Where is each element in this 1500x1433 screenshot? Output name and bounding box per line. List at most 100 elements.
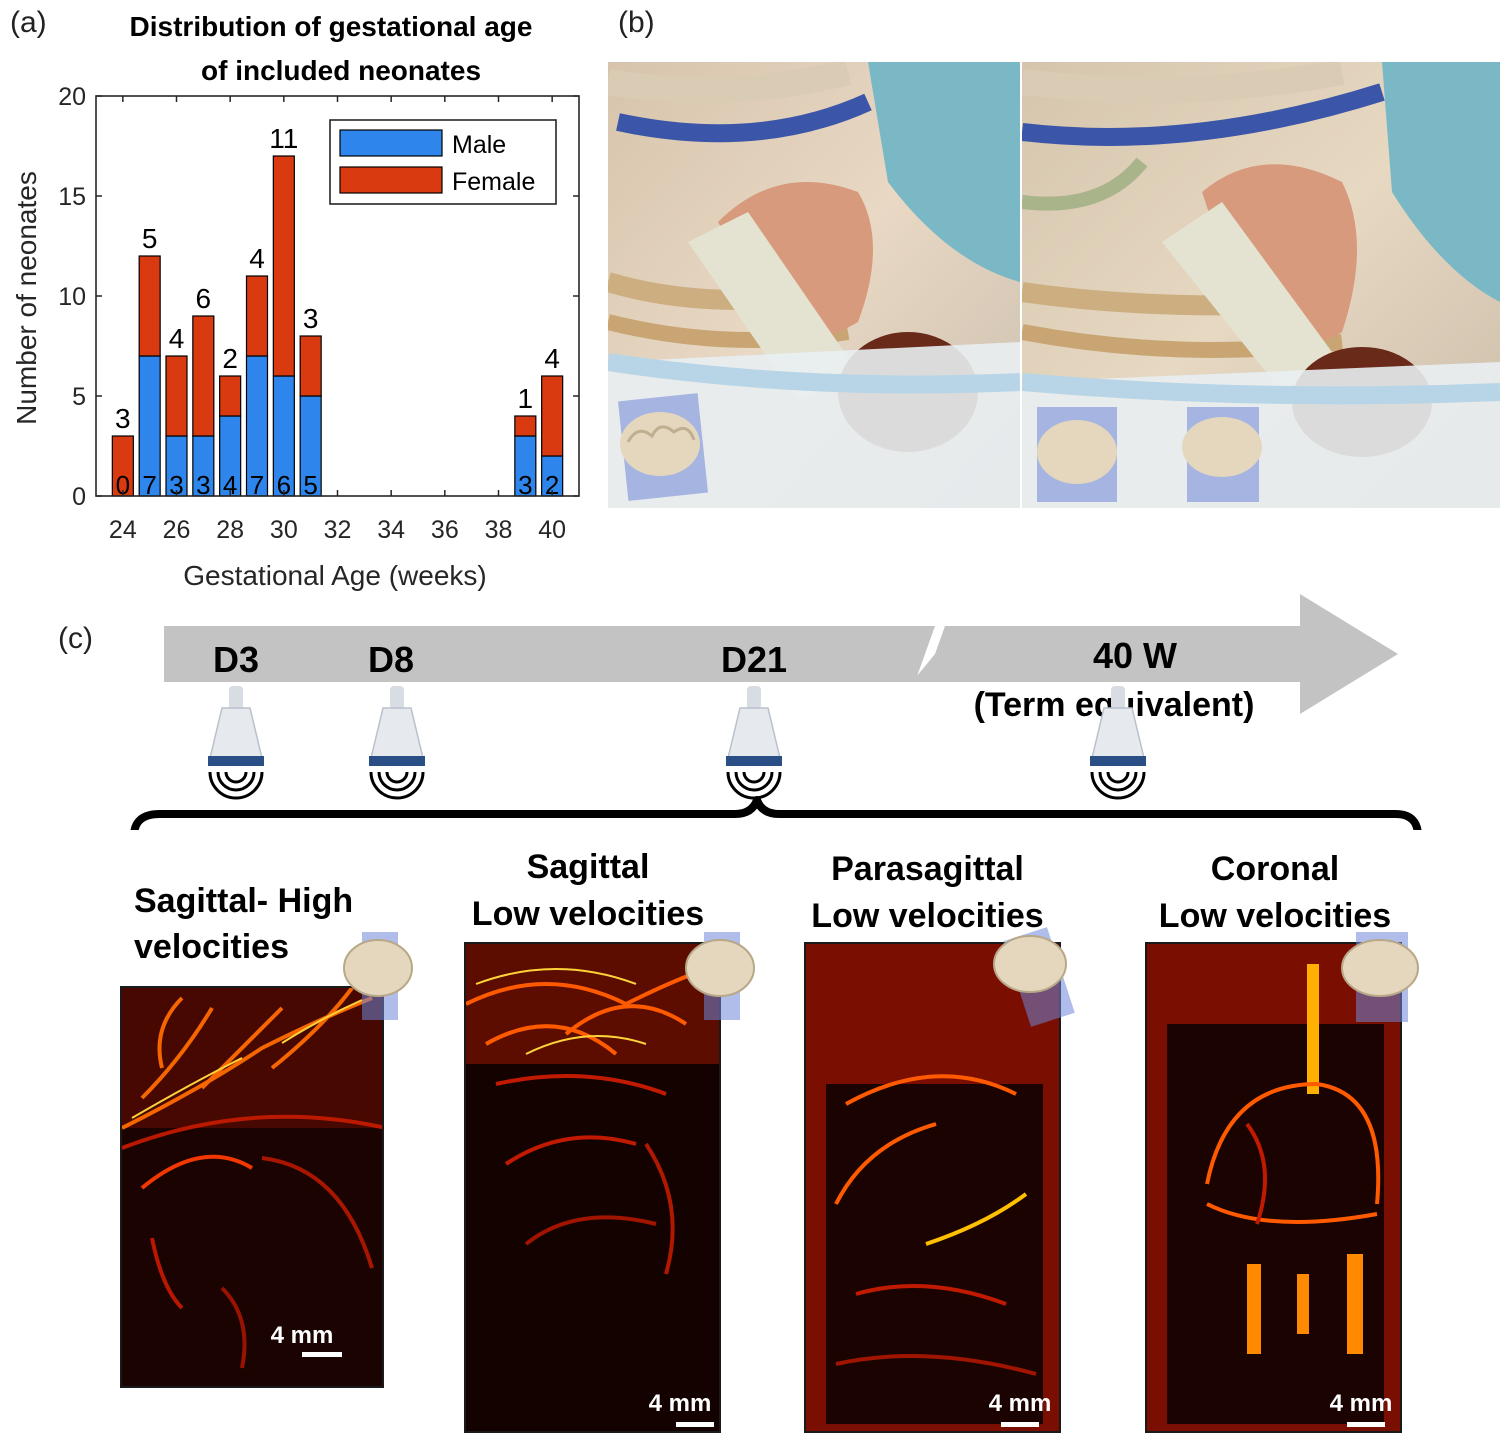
us-image-parasagittal-low: 4 mm: [804, 942, 1061, 1433]
x-tick-label: 34: [377, 516, 405, 544]
probe-face: [726, 756, 782, 766]
timepoint-40w: 40 W: [1093, 635, 1177, 676]
data-label-female-39: 1: [518, 383, 534, 414]
acquisition-timeline: D3 D8 D21 40 W (Term equivalent): [130, 594, 1422, 830]
timepoint-d8: D8: [368, 639, 414, 680]
x-axis-label: Gestational Age (weeks): [183, 560, 487, 591]
view-title-coronal-low: Coronal Low velocities: [1158, 850, 1392, 935]
brain-orientation-icon: [343, 932, 413, 1020]
legend-male-swatch: [339, 129, 443, 157]
probe-wave: [734, 771, 774, 792]
x-tick-label: 36: [431, 516, 459, 544]
legend-female-label: Female: [452, 168, 535, 196]
ultrasound-probe-icon: [369, 686, 425, 800]
y-tick-label: 5: [72, 383, 86, 411]
ultrasound-probe-icon: [726, 686, 782, 800]
probe-face: [208, 756, 264, 766]
data-label-female-30: 11: [269, 123, 298, 154]
brain-orientation-icon: [1341, 932, 1419, 1022]
scale-bar-label: 4 mm: [1330, 1390, 1393, 1417]
data-label-male-39: 3: [518, 470, 532, 500]
probe-wave: [1090, 771, 1146, 800]
data-label-male-24: 0: [116, 470, 130, 500]
panel-label-b: (b): [618, 6, 655, 39]
probe-face: [369, 756, 425, 766]
data-label-male-26: 3: [169, 470, 183, 500]
scale-bar-label: 4 mm: [649, 1390, 712, 1417]
x-tick-label: 32: [324, 516, 352, 544]
bar-female-30: [272, 155, 295, 377]
gestational-age-bar-chart: Distribution of gestational age of inclu…: [11, 11, 580, 591]
probe-cable: [747, 686, 761, 710]
data-label-female-25: 5: [142, 223, 158, 254]
scale-bar-label: 4 mm: [271, 1322, 334, 1349]
bar-female-28: [219, 375, 242, 417]
probe-cable: [1111, 686, 1125, 710]
x-tick-label: 38: [485, 516, 513, 544]
probe-body: [209, 707, 263, 759]
data-label-female-31: 3: [303, 303, 319, 334]
bar-female-40: [541, 375, 564, 457]
x-tick-label: 28: [216, 516, 244, 544]
probe-wave: [377, 771, 417, 792]
chart-legend: Male Female: [329, 119, 557, 205]
data-label-female-40: 4: [544, 343, 560, 374]
view-title-sagittal-low: Sagittal Low velocities: [471, 848, 705, 933]
us-image-sagittal-high: 4 mm: [120, 986, 384, 1388]
probe-cable: [229, 686, 243, 710]
probe-cable: [390, 686, 404, 710]
timeline-arrow-right: [912, 594, 1398, 714]
photo-probe-coronal: [1022, 62, 1500, 508]
data-label-female-29: 4: [249, 243, 265, 274]
us-image-coronal-low: 4 mm: [1145, 942, 1402, 1433]
x-tick-label: 26: [163, 516, 191, 544]
data-label-male-30: 6: [277, 470, 291, 500]
bar-female-25: [138, 255, 161, 357]
probe-wave: [369, 771, 425, 800]
data-label-male-28: 4: [223, 470, 237, 500]
data-label-female-28: 2: [222, 343, 238, 374]
x-tick-label: 24: [109, 516, 137, 544]
bar-female-39: [514, 415, 537, 437]
legend-female-swatch: [339, 166, 443, 194]
y-tick-label: 15: [58, 183, 86, 211]
bar-female-27: [192, 315, 215, 437]
probe-wave: [385, 771, 409, 784]
data-label-male-25: 7: [142, 470, 156, 500]
probe-face: [1090, 756, 1146, 766]
probe-body: [370, 707, 424, 759]
brain-orientation-icon: [993, 927, 1075, 1027]
probe-wave: [1106, 771, 1130, 784]
x-tick-label: 30: [270, 516, 298, 544]
data-label-male-27: 3: [196, 470, 210, 500]
data-label-male-29: 7: [250, 470, 264, 500]
probe-wave: [224, 771, 248, 784]
scale-bar-label: 4 mm: [989, 1390, 1052, 1417]
ultrasound-probe-icon: [208, 686, 264, 800]
plot-frame: [95, 95, 580, 497]
data-label-male-40: 2: [545, 470, 559, 500]
us-image-sagittal-low: 4 mm: [464, 942, 721, 1433]
probe-wave: [742, 771, 766, 784]
probe-wave: [1098, 771, 1138, 792]
data-label-female-27: 6: [196, 283, 212, 314]
x-tick-label: 40: [538, 516, 566, 544]
y-tick-label: 10: [58, 283, 86, 311]
ultrasound-probe-icon: [1090, 686, 1146, 800]
panel-label-c: (c): [58, 622, 93, 655]
bar-female-31: [299, 335, 322, 397]
probe-body: [727, 707, 781, 759]
bar-female-29: [245, 275, 269, 357]
y-tick-label: 20: [58, 83, 86, 111]
probe-wave: [216, 771, 256, 792]
brain-orientation-icon: [685, 932, 755, 1020]
panel-label-a: (a): [10, 6, 47, 39]
data-label-female-26: 4: [169, 323, 185, 354]
data-label-male-31: 5: [303, 470, 317, 500]
timepoint-d3: D3: [213, 639, 259, 680]
view-brace: [130, 796, 1422, 830]
chart-title-line-1: Distribution of gestational age: [130, 11, 533, 42]
probe-wave: [208, 771, 264, 800]
y-axis-label: Number of neonates: [11, 171, 42, 425]
chart-title-line-2: of included neonates: [201, 55, 481, 86]
